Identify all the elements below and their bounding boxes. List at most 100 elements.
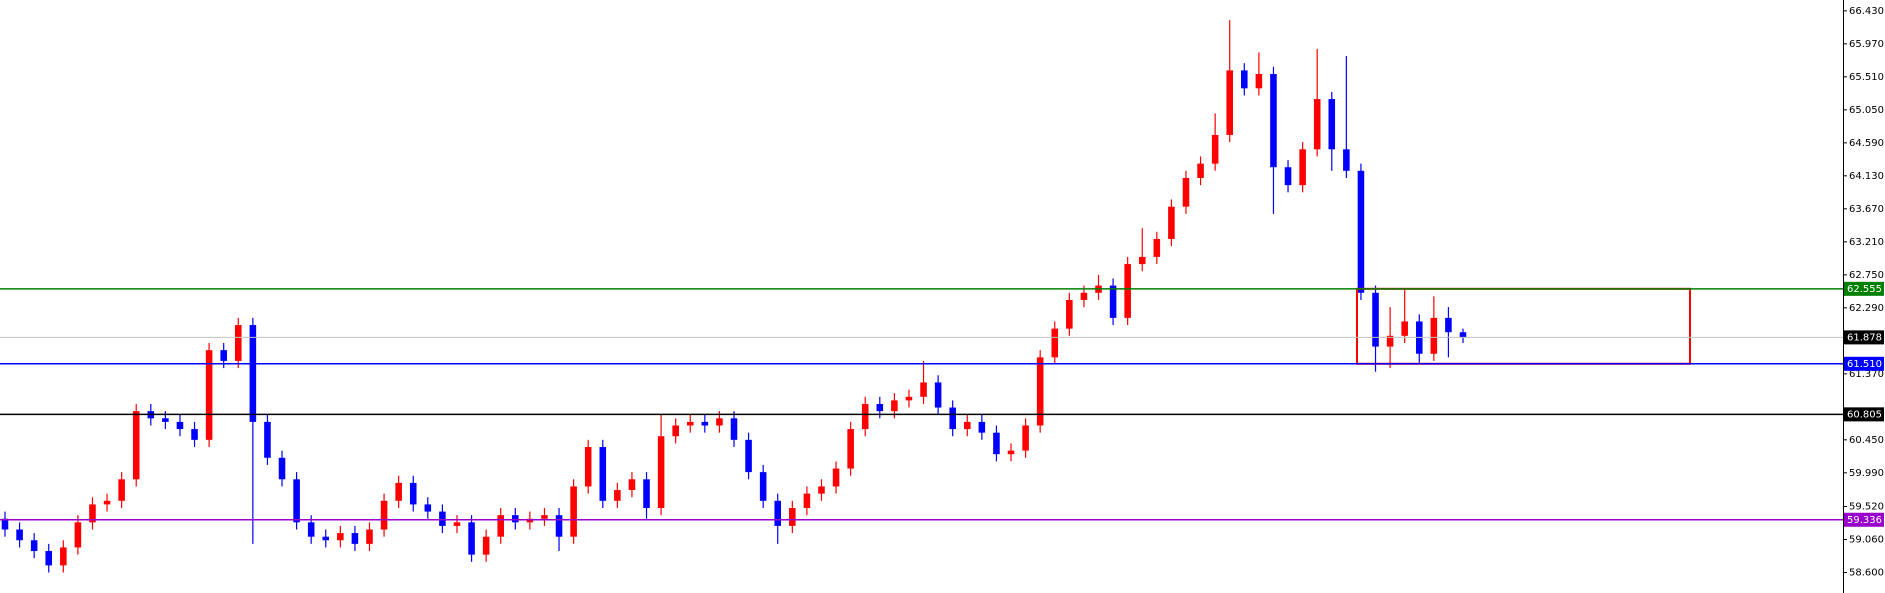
candle-body <box>1066 299 1073 329</box>
y-tick-label: 59.990 <box>1849 468 1884 479</box>
candle-body <box>1124 264 1131 318</box>
level-label: 61.510 <box>1847 359 1882 370</box>
candle-body <box>949 407 956 430</box>
candle-body <box>1080 292 1088 300</box>
candle-body <box>701 421 709 426</box>
candle-body <box>30 540 38 552</box>
candle-body <box>657 436 665 508</box>
candle-body <box>1197 163 1204 178</box>
candle-body <box>1182 177 1190 207</box>
y-tick-label: 63.210 <box>1849 237 1884 248</box>
candle-body <box>730 418 738 440</box>
level-label-bg <box>1844 281 1884 296</box>
candle-body <box>555 515 563 537</box>
level-label-bg <box>1844 512 1884 527</box>
y-tick-label: 63.670 <box>1849 204 1884 215</box>
candle-body <box>920 382 927 397</box>
candle-body <box>789 507 796 526</box>
candle-body <box>191 429 198 440</box>
candle-body <box>249 325 257 422</box>
candle-body <box>774 500 782 526</box>
candle-body <box>1007 450 1015 455</box>
candle-body <box>1168 206 1175 239</box>
candle-body <box>497 515 505 537</box>
candle-body <box>74 522 82 548</box>
candle-body <box>439 511 446 526</box>
y-tick-label: 60.450 <box>1849 435 1884 446</box>
candle-body <box>205 350 213 440</box>
level-label-bg <box>1844 356 1884 371</box>
candle-body <box>818 486 825 494</box>
candle-body <box>1153 238 1161 257</box>
candle-body <box>1226 70 1234 135</box>
candle-body <box>1372 292 1379 347</box>
candle-body <box>132 411 140 480</box>
candle-body <box>1036 357 1044 426</box>
y-tick-label: 59.520 <box>1849 502 1884 513</box>
candle-body <box>861 403 869 430</box>
candle-body <box>234 325 242 361</box>
candle-body <box>584 447 592 487</box>
y-tick-label: 61.370 <box>1849 369 1884 380</box>
candle-body <box>482 536 490 555</box>
candle-body <box>891 400 898 412</box>
candle-body <box>60 547 67 566</box>
candle-body <box>745 439 752 473</box>
candle-body <box>1138 256 1146 265</box>
candle-body <box>264 421 271 458</box>
candle-body <box>570 486 577 537</box>
candle-body <box>847 429 854 469</box>
candle-body <box>176 421 184 430</box>
candle-body <box>1109 285 1117 318</box>
candle-body <box>1255 73 1263 89</box>
y-tick-label: 58.600 <box>1849 568 1884 579</box>
candle-body <box>1 518 9 530</box>
candle-body <box>934 382 942 408</box>
candle-body <box>803 493 811 508</box>
candle-body <box>1241 70 1248 89</box>
y-tick-label: 62.290 <box>1849 303 1884 314</box>
candle-body <box>322 536 330 541</box>
candle-body <box>978 421 986 433</box>
candle-body <box>293 479 300 523</box>
candle-body <box>220 350 227 361</box>
candle-body <box>89 504 96 523</box>
candle-body <box>512 515 519 523</box>
level-label-bg <box>1844 407 1884 422</box>
candle-body <box>307 522 315 537</box>
candle-body <box>1211 134 1219 164</box>
candle-body <box>395 482 402 501</box>
candle-body <box>1357 170 1365 293</box>
y-tick-label: 59.060 <box>1849 535 1884 546</box>
candle-body <box>643 479 650 508</box>
candle-body <box>1284 167 1292 186</box>
candle-body <box>1386 335 1394 347</box>
level-label: 61.878 <box>1847 332 1882 343</box>
candle-body <box>278 457 286 480</box>
candle-body <box>453 522 461 526</box>
candle-body <box>1459 332 1467 338</box>
candle-body <box>45 551 53 566</box>
candle-body <box>366 529 373 544</box>
candle-body <box>1051 328 1059 358</box>
candle-body <box>876 403 884 412</box>
y-tick-label: 62.750 <box>1849 270 1884 281</box>
candle-body <box>1022 425 1029 451</box>
y-tick-label: 66.430 <box>1849 6 1884 17</box>
candle-body <box>1401 321 1408 336</box>
y-tick-label: 64.130 <box>1849 171 1884 182</box>
candle-body <box>424 504 432 512</box>
level-label: 59.336 <box>1847 515 1882 526</box>
candle-body <box>1343 149 1350 171</box>
candle-body <box>628 479 636 491</box>
candle-body <box>16 529 23 541</box>
candle-body <box>162 418 169 422</box>
candle-body <box>759 472 767 501</box>
candle-body <box>351 533 359 544</box>
y-tick-label: 65.970 <box>1849 39 1884 50</box>
y-tick-label: 65.510 <box>1849 72 1884 83</box>
candle-body <box>541 515 548 519</box>
candle-body <box>526 518 534 523</box>
